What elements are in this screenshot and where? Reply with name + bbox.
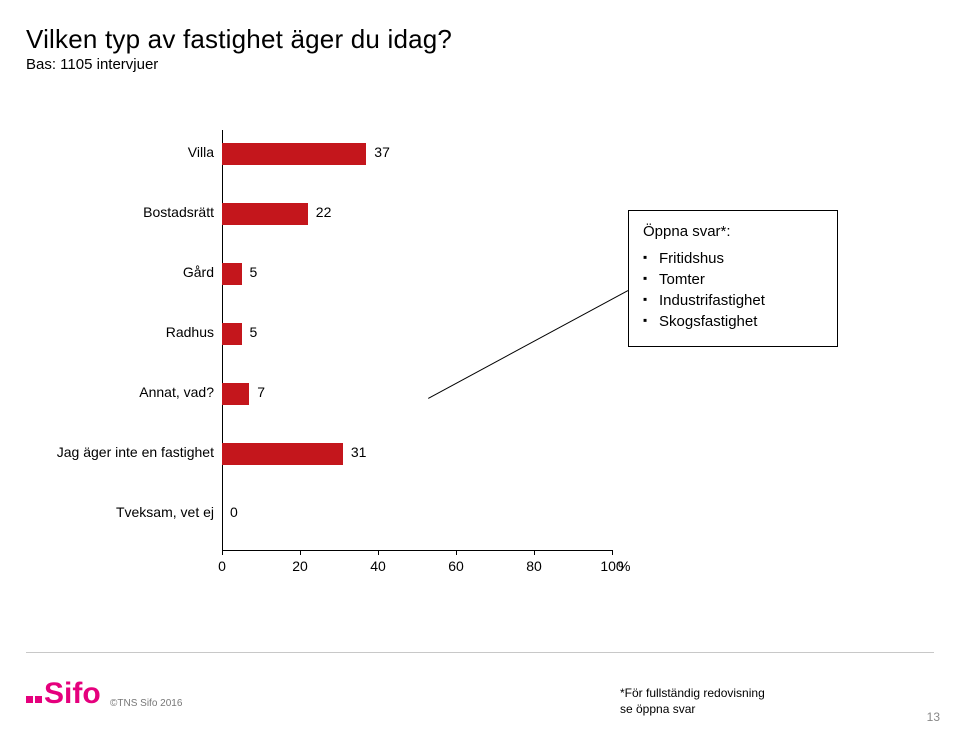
x-tick-label: 80 <box>514 558 554 574</box>
bar-chart: 020406080100 % Villa37Bostadsrätt22Gård5… <box>52 130 612 585</box>
percent-symbol: % <box>618 558 630 574</box>
x-tick <box>378 550 379 555</box>
value-label: 31 <box>351 444 367 460</box>
callout-item: Fritidshus <box>643 248 823 269</box>
page-subtitle: Bas: 1105 intervjuer <box>26 56 158 73</box>
bar <box>222 383 249 405</box>
bar-row: Jag äger inte en fastighet31 <box>52 440 612 468</box>
category-label: Jag äger inte en fastighet <box>14 444 214 460</box>
bar <box>222 143 366 165</box>
x-tick-label: 0 <box>202 558 242 574</box>
x-tick <box>300 550 301 555</box>
x-tick <box>612 550 613 555</box>
x-tick <box>456 550 457 555</box>
callout-list: FritidshusTomterIndustrifastighetSkogsfa… <box>643 248 823 332</box>
value-label: 5 <box>250 324 258 340</box>
page-number: 13 <box>927 710 940 724</box>
x-tick-label: 20 <box>280 558 320 574</box>
x-tick-label: 40 <box>358 558 398 574</box>
bar <box>222 263 242 285</box>
page-title: Vilken typ av fastighet äger du idag? <box>26 24 452 55</box>
bar-row: Gård5 <box>52 260 612 288</box>
bar <box>222 443 343 465</box>
footnote: *För fullständig redovisning se öppna sv… <box>620 686 765 717</box>
svg-text:Sifo: Sifo <box>44 677 101 710</box>
footnote-line-1: *För fullständig redovisning <box>620 686 765 702</box>
sifo-logo: Sifo <box>26 672 108 717</box>
bar-row: Villa37 <box>52 140 612 168</box>
category-label: Villa <box>14 144 214 160</box>
bar-row: Annat, vad?7 <box>52 380 612 408</box>
callout-item: Skogsfastighet <box>643 311 823 332</box>
value-label: 22 <box>316 204 332 220</box>
copyright: ©TNS Sifo 2016 <box>110 698 182 709</box>
footer-rule <box>26 652 934 653</box>
footnote-line-2: se öppna svar <box>620 702 765 718</box>
category-label: Gård <box>14 264 214 280</box>
category-label: Annat, vad? <box>14 384 214 400</box>
category-label: Tveksam, vet ej <box>14 504 214 520</box>
bar <box>222 203 308 225</box>
slide-page: Vilken typ av fastighet äger du idag? Ba… <box>0 0 960 738</box>
value-label: 0 <box>230 504 238 520</box>
value-label: 5 <box>250 264 258 280</box>
x-tick <box>222 550 223 555</box>
value-label: 37 <box>374 144 390 160</box>
category-label: Radhus <box>14 324 214 340</box>
x-axis <box>222 550 612 551</box>
callout-title: Öppna svar*: <box>643 223 823 240</box>
bar-row: Tveksam, vet ej0 <box>52 500 612 528</box>
callout-item: Industrifastighet <box>643 290 823 311</box>
bar <box>222 323 242 345</box>
value-label: 7 <box>257 384 265 400</box>
open-answers-callout: Öppna svar*: FritidshusTomterIndustrifas… <box>628 210 838 347</box>
bar-row: Bostadsrätt22 <box>52 200 612 228</box>
x-tick <box>534 550 535 555</box>
callout-item: Tomter <box>643 269 823 290</box>
x-tick-label: 60 <box>436 558 476 574</box>
category-label: Bostadsrätt <box>14 204 214 220</box>
